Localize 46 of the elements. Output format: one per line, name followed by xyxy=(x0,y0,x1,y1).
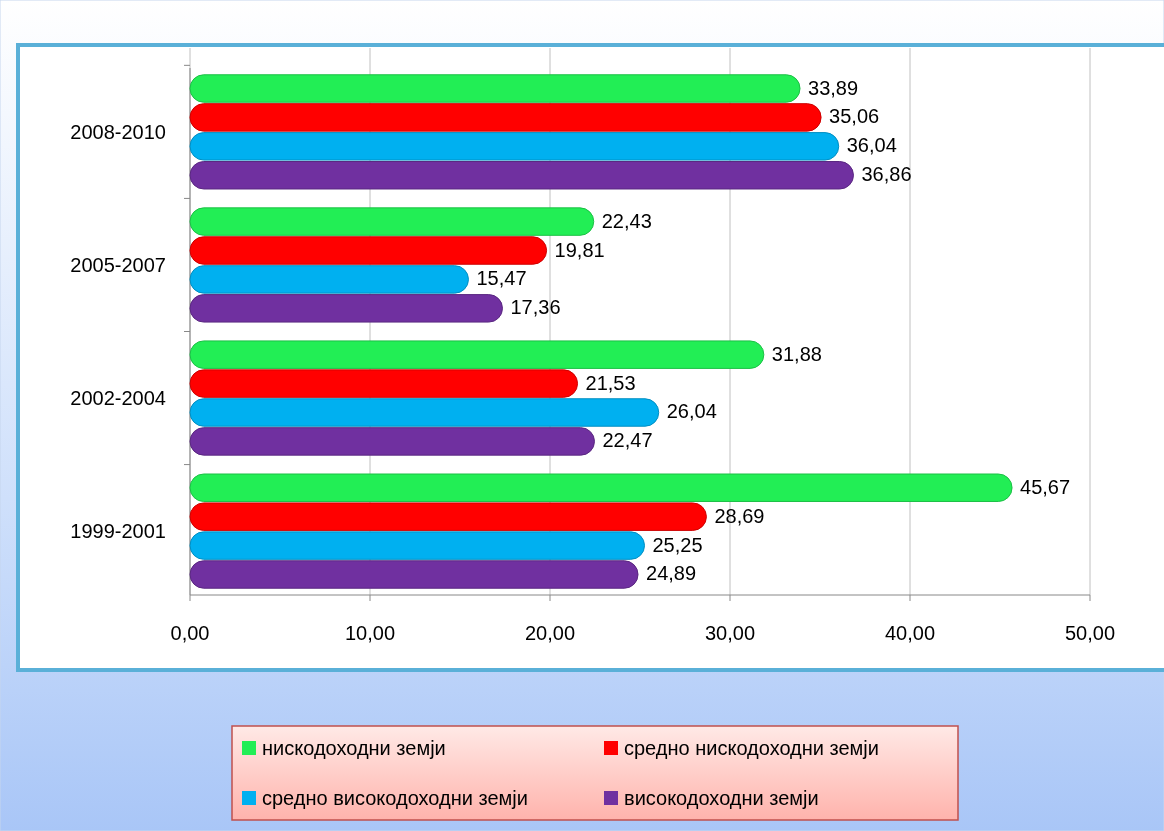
x-tick-label: 0,00 xyxy=(170,622,210,644)
bar xyxy=(189,340,765,369)
bar xyxy=(189,236,548,265)
legend-label: нискодоходни земји xyxy=(262,737,446,759)
bar xyxy=(189,398,660,427)
x-tick-label: 10,00 xyxy=(344,622,396,644)
data-label: 26,04 xyxy=(666,400,717,423)
data-label: 33,89 xyxy=(808,76,859,99)
data-label: 25,25 xyxy=(652,533,703,556)
data-label: 22,47 xyxy=(602,429,653,452)
x-tick-label: 20,00 xyxy=(524,622,576,644)
data-label: 31,88 xyxy=(771,342,822,365)
data-label: 15,47 xyxy=(476,267,527,290)
data-label: 45,67 xyxy=(1020,475,1071,498)
bar xyxy=(189,294,503,323)
bar xyxy=(189,531,645,560)
data-label: 28,69 xyxy=(714,504,765,527)
data-label: 36,86 xyxy=(861,163,912,186)
x-tick-label: 30,00 xyxy=(704,622,756,644)
bar xyxy=(189,560,639,589)
y-tick-label: 2002-2004 xyxy=(70,387,166,410)
bar xyxy=(189,427,595,456)
data-label: 17,36 xyxy=(510,296,561,319)
bar xyxy=(189,132,840,161)
bar xyxy=(189,265,469,294)
bar xyxy=(189,74,801,103)
legend-label: средно нискодоходни земји xyxy=(624,737,879,759)
bar xyxy=(189,161,854,190)
y-tick-label: 1999-2001 xyxy=(70,520,166,543)
bar xyxy=(189,207,595,236)
legend-label: високодоходни земји xyxy=(624,787,819,809)
data-label: 22,43 xyxy=(601,209,652,232)
y-tick-label: 2008-2010 xyxy=(70,120,166,143)
data-label: 24,89 xyxy=(646,562,697,585)
legend-label: средно високодоходни земји xyxy=(262,787,528,809)
data-label: 36,04 xyxy=(846,134,897,157)
data-label: 21,53 xyxy=(585,371,636,394)
data-label: 35,06 xyxy=(829,105,880,128)
y-tick-label: 2005-2007 xyxy=(70,253,166,276)
data-label: 19,81 xyxy=(554,238,605,261)
x-tick-label: 50,00 xyxy=(1064,622,1116,644)
x-tick-label: 40,00 xyxy=(884,622,936,644)
bar xyxy=(189,369,579,398)
bar xyxy=(189,473,1013,502)
bar xyxy=(189,103,822,132)
bar xyxy=(189,502,707,531)
